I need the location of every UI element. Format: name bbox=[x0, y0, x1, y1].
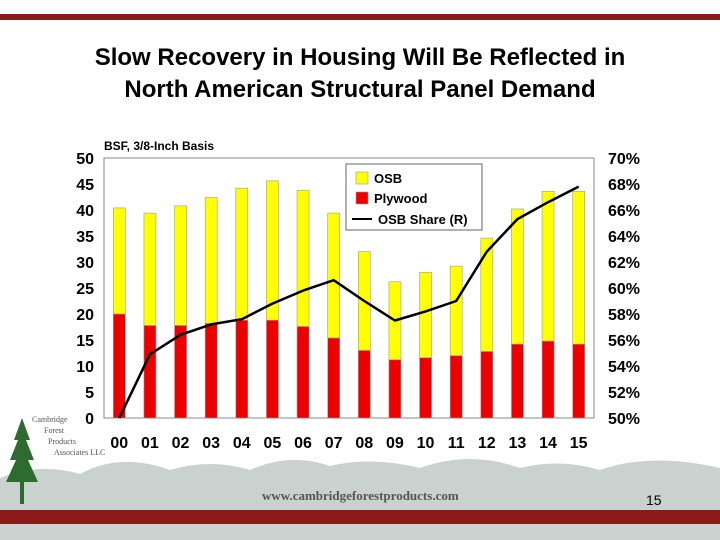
bar-osb bbox=[572, 190, 585, 345]
top-accent-bar bbox=[0, 14, 720, 20]
right-tick-label: 54% bbox=[608, 359, 640, 376]
bottom-accent-bar bbox=[0, 510, 720, 524]
x-tick-label: 13 bbox=[509, 435, 527, 452]
unit-label: BSF, 3/8-Inch Basis bbox=[104, 139, 214, 153]
x-tick-label: 12 bbox=[478, 435, 496, 452]
bar-osb bbox=[266, 180, 279, 321]
x-tick-label: 05 bbox=[264, 435, 282, 452]
left-tick-label: 25 bbox=[76, 281, 94, 298]
right-tick-label: 50% bbox=[608, 411, 640, 428]
bar-osb bbox=[174, 205, 187, 326]
left-tick-label: 30 bbox=[76, 255, 94, 272]
x-tick-label: 07 bbox=[325, 435, 343, 452]
legend-label-osb: OSB bbox=[374, 171, 402, 186]
page-number: 15 bbox=[646, 492, 662, 508]
title-line-2: North American Structural Panel Demand bbox=[124, 76, 596, 103]
x-tick-label: 15 bbox=[570, 435, 588, 452]
left-tick-label: 45 bbox=[76, 177, 94, 194]
bar-osb bbox=[541, 190, 555, 342]
bar-osb bbox=[143, 212, 157, 326]
x-tick-label: 06 bbox=[294, 435, 312, 452]
left-tick-label: 10 bbox=[76, 359, 94, 376]
bar-osb bbox=[113, 207, 126, 315]
legend-swatch-plywood bbox=[355, 191, 369, 205]
x-tick-label: 10 bbox=[417, 435, 435, 452]
line-osb-share bbox=[118, 185, 580, 419]
logo-line-4: Associates LLC bbox=[54, 448, 106, 457]
logo-line-3: Products bbox=[48, 437, 76, 446]
x-tick-label: 08 bbox=[355, 435, 373, 452]
right-tick-label: 58% bbox=[608, 307, 640, 324]
logo-text: Cambridge Forest Products Associates LLC bbox=[32, 414, 105, 458]
legend-label-share: OSB Share (R) bbox=[378, 212, 468, 227]
x-tick-label: 00 bbox=[110, 435, 128, 452]
bar-osb bbox=[327, 212, 340, 339]
right-tick-label: 62% bbox=[608, 255, 640, 272]
left-tick-label: 20 bbox=[76, 307, 94, 324]
logo-line-1: Cambridge bbox=[32, 415, 68, 424]
legend-swatch-osb bbox=[355, 171, 369, 185]
x-tick-label: 02 bbox=[172, 435, 190, 452]
bar-osb bbox=[480, 237, 494, 352]
left-tick-label: 40 bbox=[76, 203, 94, 220]
left-tick-label: 5 bbox=[85, 385, 94, 402]
right-tick-label: 68% bbox=[608, 177, 640, 194]
bar-osb bbox=[419, 272, 432, 358]
slide-title: Slow Recovery in Housing Will Be Reflect… bbox=[20, 42, 700, 106]
bar-osb bbox=[449, 265, 463, 356]
website-url[interactable]: www.cambridgeforestproducts.com bbox=[262, 488, 459, 503]
right-tick-label: 56% bbox=[608, 333, 640, 350]
title-line-1: Slow Recovery in Housing Will Be Reflect… bbox=[94, 44, 626, 71]
left-tick-label: 0 bbox=[85, 411, 94, 428]
left-tick-label: 50 bbox=[76, 151, 94, 168]
left-tick-label: 15 bbox=[76, 333, 94, 350]
x-tick-label: 14 bbox=[539, 435, 557, 452]
right-tick-label: 64% bbox=[608, 229, 640, 246]
x-tick-label: 01 bbox=[141, 435, 159, 452]
left-tick-label: 35 bbox=[76, 229, 94, 246]
x-tick-label: 03 bbox=[202, 435, 220, 452]
x-tick-label: 04 bbox=[233, 435, 251, 452]
x-tick-label: 11 bbox=[448, 435, 465, 452]
right-tick-label: 66% bbox=[608, 203, 640, 220]
bar-osb bbox=[511, 208, 524, 345]
logo-line-2: Forest bbox=[44, 426, 64, 435]
right-tick-label: 60% bbox=[608, 281, 640, 298]
x-tick-label: 09 bbox=[386, 435, 404, 452]
right-tick-label: 70% bbox=[608, 151, 640, 168]
legend-label-plywood: Plywood bbox=[374, 191, 428, 206]
right-tick-label: 52% bbox=[608, 385, 640, 402]
